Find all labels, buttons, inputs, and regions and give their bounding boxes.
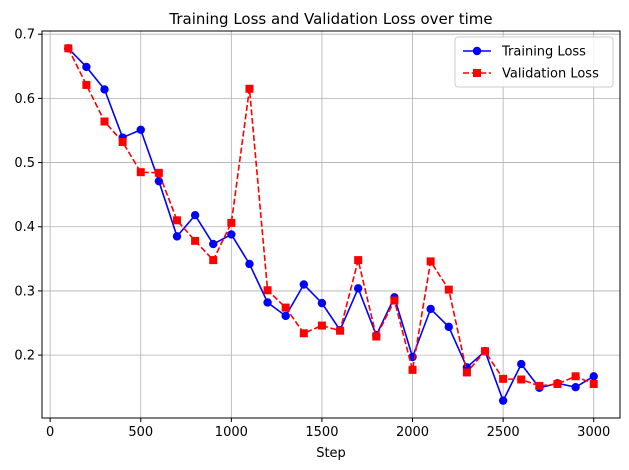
y-tick-label: 0.3 [14, 284, 35, 299]
x-tick-label: 0 [46, 425, 54, 440]
data-point [353, 284, 363, 293]
data-point [263, 298, 272, 307]
chart-title: Training Loss and Validation Loss over t… [168, 10, 492, 28]
legend: Training Loss Validation Loss [454, 36, 614, 88]
data-point [317, 321, 326, 330]
data-point [245, 84, 254, 93]
x-tick-label: 1000 [215, 425, 248, 440]
data-point [354, 256, 363, 265]
data-point [64, 44, 73, 53]
y-tick-label: 0.2 [14, 349, 35, 364]
x-tick-label: 1500 [305, 425, 338, 440]
data-point [426, 304, 435, 314]
data-point [299, 280, 309, 289]
data-point [209, 256, 218, 265]
data-point [481, 347, 490, 356]
data-point [136, 168, 145, 177]
series-line [67, 47, 595, 403]
data-point [299, 329, 308, 338]
data-point [172, 216, 181, 225]
data-point [154, 168, 163, 177]
data-point [571, 382, 580, 392]
data-point [100, 117, 109, 126]
legend-item: Validation Loss [463, 67, 599, 82]
x-tick-label: 2500 [487, 425, 520, 440]
grid-lines [42, 31, 620, 418]
data-point [426, 257, 435, 266]
x-tick-label: 2000 [396, 425, 429, 440]
data-point [408, 365, 417, 374]
data-point [372, 332, 381, 341]
data-point [154, 176, 164, 186]
legend-item: Training Loss [463, 45, 586, 60]
legend-marker [472, 46, 482, 56]
data-point [82, 62, 91, 72]
data-point [517, 375, 526, 384]
data-point [462, 368, 471, 377]
data-point [209, 239, 218, 249]
data-point [191, 236, 200, 245]
x-tick-label: 3000 [577, 425, 610, 440]
data-point [336, 326, 345, 335]
data-point [227, 218, 236, 227]
y-tick-label: 0.4 [14, 220, 35, 235]
x-tick-label: 500 [128, 425, 153, 440]
y-tick-label: 0.5 [14, 156, 35, 171]
data-point [118, 138, 127, 147]
data-point [444, 285, 453, 294]
data-point [172, 232, 182, 241]
legend-label: Validation Loss [502, 67, 599, 82]
legend-marker [473, 69, 481, 77]
data-point [553, 379, 562, 388]
data-point [100, 85, 109, 94]
data-point [571, 372, 580, 381]
data-point [136, 125, 145, 135]
data-point [498, 396, 508, 405]
data-point [263, 286, 272, 295]
data-point [535, 381, 544, 390]
series-layer [64, 44, 598, 405]
legend-box [454, 36, 614, 88]
axis-ticks: 0 500 1000 1500 2000 2500 3000 0.2 0.3 0.4 0.5 0.6 0… [14, 28, 610, 440]
data-point [390, 296, 399, 305]
data-point [281, 311, 290, 321]
x-axis-label: Step [316, 446, 346, 461]
data-point [82, 80, 91, 89]
data-point [317, 298, 327, 308]
data-point [190, 210, 200, 220]
data-point [499, 374, 508, 383]
data-point [444, 322, 453, 332]
plot-frame [41, 30, 621, 419]
series-line [67, 47, 595, 387]
data-point [517, 359, 526, 369]
y-tick-label: 0.6 [14, 92, 35, 107]
y-tick-label: 0.7 [14, 28, 35, 43]
data-point [245, 259, 254, 269]
series-validation-loss [64, 44, 598, 390]
legend-label: Training Loss [501, 45, 586, 60]
data-point [227, 230, 236, 239]
data-point [281, 303, 290, 312]
data-point [589, 379, 598, 388]
data-point [589, 372, 598, 381]
